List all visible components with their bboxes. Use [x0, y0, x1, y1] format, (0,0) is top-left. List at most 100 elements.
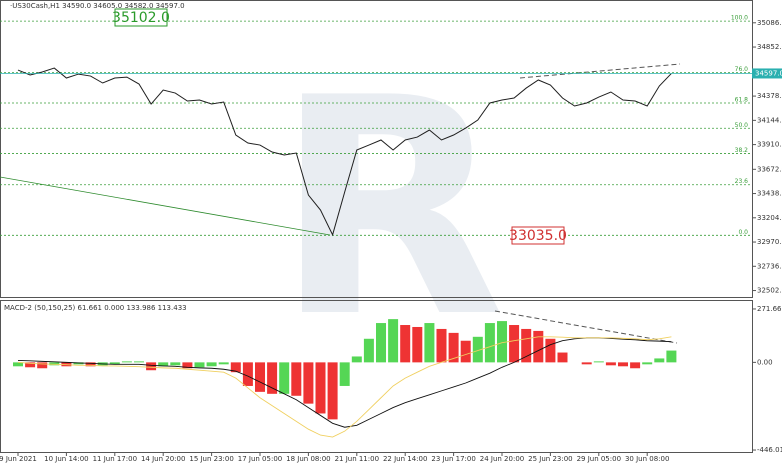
macd-bar: [533, 330, 544, 363]
macd-bar: [303, 362, 314, 404]
macd-bar: [37, 362, 48, 369]
x-tick-label: 9 Jun 2021: [0, 455, 37, 463]
fib-label: 50.0: [735, 122, 749, 129]
macd-bar: [605, 362, 616, 366]
price-line: [17, 67, 672, 237]
y-tick-label: 33910.5: [757, 141, 782, 149]
x-tick-label: 24 Jun 20:00: [480, 455, 524, 463]
macd-bar: [291, 362, 302, 396]
x-tick-label: 23 Jun 17:00: [431, 455, 475, 463]
x-tick-label: 30 Jun 08:00: [625, 455, 669, 463]
x-tick-label: 29 Jun 05:00: [577, 455, 621, 463]
macd-bar: [545, 338, 556, 363]
macd-line: [17, 337, 672, 428]
macd-bar: [182, 362, 193, 369]
macd-bar: [25, 362, 36, 368]
macd-bar: [267, 362, 278, 394]
macd-bar: [49, 362, 60, 366]
fib-label: 0.0: [738, 229, 748, 236]
y-tick-label: 34144.5: [757, 116, 782, 124]
macd-bar: [618, 362, 628, 367]
fib-label: 76.0: [735, 66, 749, 73]
y-tick-label: 35086.0: [757, 19, 782, 27]
y-tick-label: 32970.0: [757, 238, 782, 246]
macd-bar: [146, 362, 157, 371]
macd-line: [17, 336, 672, 438]
macd-bar: [424, 323, 435, 363]
x-tick-label: 21 Jun 11:00: [335, 455, 379, 463]
trend-line: [0, 176, 331, 236]
y-tick-label: 271.667: [757, 305, 782, 313]
macd-bar: [666, 350, 677, 363]
x-tick-label: 17 Jun 05:00: [238, 455, 282, 463]
macd-bar: [521, 328, 532, 363]
fib-label: 38.2: [735, 147, 749, 154]
macd-bar: [242, 362, 253, 386]
macd-bar: [339, 362, 350, 386]
macd-bar: [448, 332, 459, 363]
x-tick-label: 11 Jun 17:00: [93, 455, 137, 463]
macd-bar: [230, 362, 241, 373]
x-tick-label: 25 Jun 23:00: [528, 455, 572, 463]
macd-bar: [472, 336, 483, 363]
macd-bar: [315, 362, 326, 414]
macd-bar: [363, 338, 374, 363]
annotation: 33035.0: [509, 228, 567, 244]
y-tick-label: 0.00: [757, 358, 773, 366]
macd-bar: [642, 362, 653, 365]
macd-bar: [484, 323, 495, 363]
fib-label: 23.6: [735, 178, 749, 185]
annotation-box: [511, 226, 565, 245]
macd-bar: [13, 362, 23, 367]
y-tick-label: 34852.0: [757, 43, 782, 51]
macd-bar: [109, 362, 120, 365]
annotation-box: [114, 8, 168, 27]
indicator-title: MACD-2 (50,150,25) 61.661 0.000 133.986 …: [4, 304, 187, 312]
macd-bar: [134, 361, 144, 363]
macd-bar: [194, 362, 205, 368]
y-tick-label: 32736.0: [757, 262, 782, 270]
last-price-box: [752, 68, 782, 79]
fib-label: 61.8: [735, 96, 749, 103]
macd-bar: [497, 321, 507, 363]
macd-bar: [460, 340, 471, 363]
chart-title: ·US30Cash,H1 34590.0 34605.0 34582.0 345…: [10, 2, 185, 10]
divergence-line: [494, 310, 678, 344]
macd-bar: [412, 326, 423, 363]
macd-bar: [85, 362, 96, 367]
macd-bar: [581, 362, 592, 365]
x-tick-label: 15 Jun 23:00: [189, 455, 233, 463]
y-tick-label: 33672.0: [757, 165, 782, 173]
annotation: 35102.0: [112, 10, 170, 26]
macd-bar: [654, 358, 665, 363]
macd-bar: [327, 362, 338, 420]
macd-bar: [436, 328, 447, 363]
y-tick-label: 32502.0: [757, 287, 782, 295]
macd-bar: [400, 325, 411, 363]
x-tick-label: 22 Jun 14:00: [383, 455, 427, 463]
y-tick-label: 34378.6: [757, 92, 782, 100]
x-tick-label: 10 Jun 14:00: [44, 455, 88, 463]
fib-label: 100.0: [731, 15, 748, 22]
y-tick-label: 33204.0: [757, 214, 782, 222]
x-tick-label: 14 Jun 20:00: [141, 455, 185, 463]
macd-bar: [279, 362, 290, 394]
macd-bar: [509, 325, 520, 363]
y-tick-label: -446.016: [757, 446, 782, 454]
x-tick-label: 18 Jun 08:00: [286, 455, 330, 463]
macd-panel: [0, 300, 753, 453]
macd-bar: [255, 362, 265, 392]
macd-bar: [351, 356, 362, 363]
macd-bar: [158, 362, 169, 367]
macd-bar: [218, 362, 229, 365]
macd-bar: [593, 361, 604, 363]
divergence-line: [519, 63, 681, 79]
y-tick-label: 33438.0: [757, 190, 782, 198]
macd-bar: [376, 323, 386, 363]
macd-bar: [630, 362, 641, 369]
last-price-label: 34597.0: [755, 69, 782, 77]
macd-bar: [388, 319, 399, 363]
macd-bar: [121, 361, 132, 363]
macd-bar: [557, 352, 568, 363]
